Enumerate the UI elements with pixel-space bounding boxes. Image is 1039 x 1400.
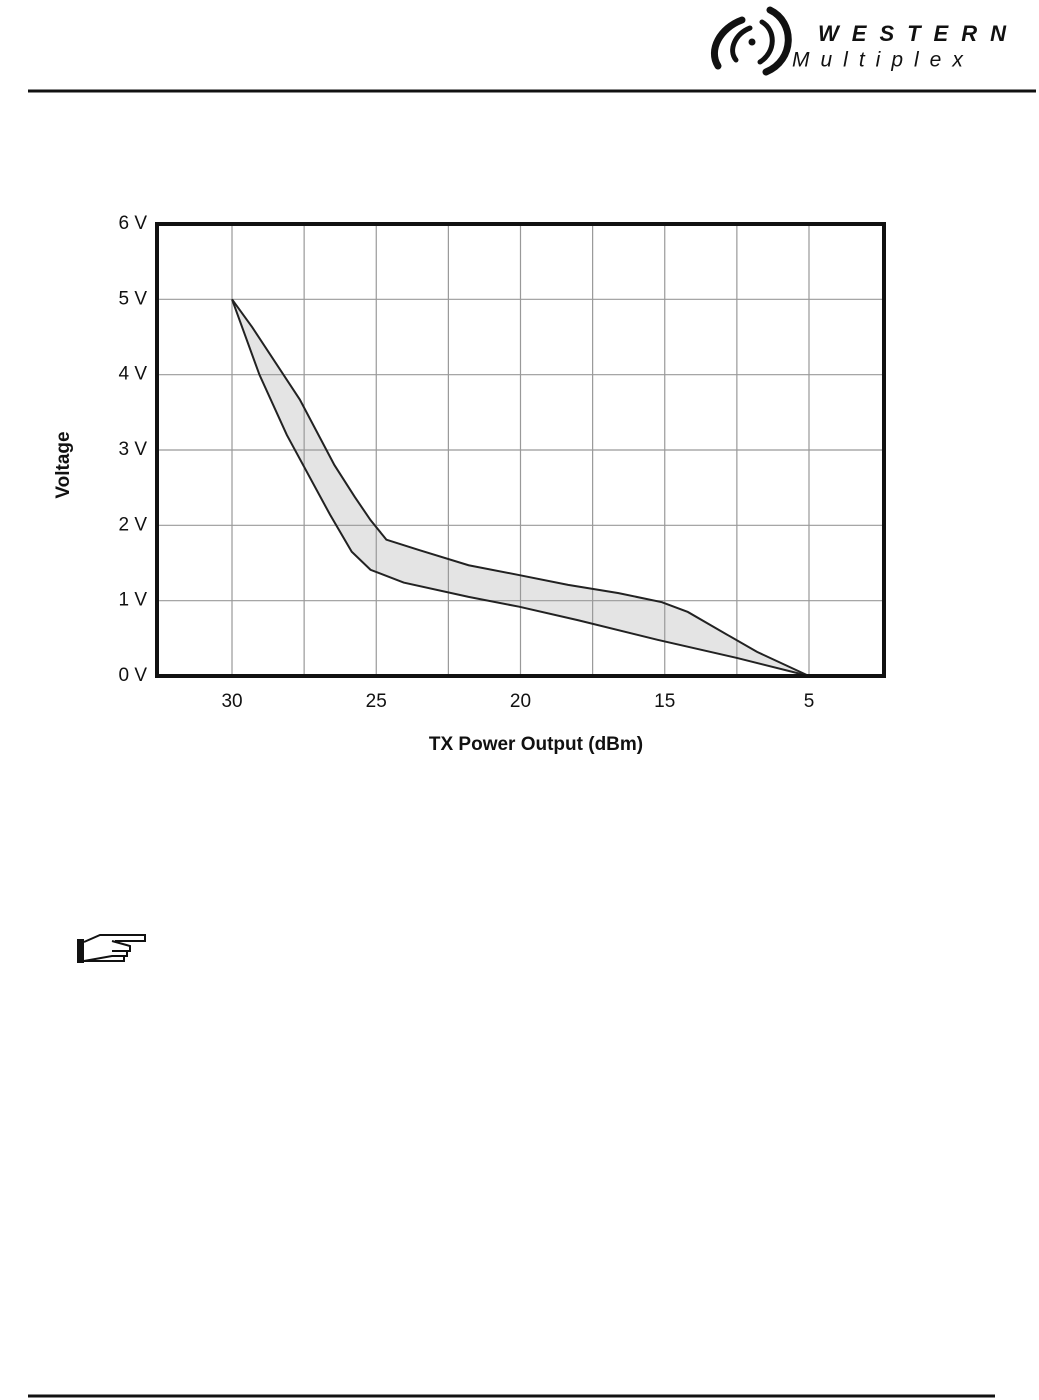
curve	[231, 298, 810, 677]
y-tick-label: 5 V	[118, 288, 147, 309]
hand-icon	[77, 934, 146, 963]
logo-mark	[710, 6, 792, 76]
y-tick-label: 1 V	[118, 590, 147, 611]
sub-brand: Multiplex	[792, 49, 974, 72]
y-tick-label: 0 V	[118, 665, 147, 686]
x-tick-label: 20	[510, 691, 531, 712]
plot-frame	[155, 222, 886, 678]
x-tick-label: 30	[221, 691, 242, 712]
x-axis-title: TX Power Output (dBm)	[429, 734, 643, 755]
brand: WESTERN	[818, 21, 1019, 46]
curve	[231, 298, 810, 677]
y-tick-label: 2 V	[118, 514, 147, 535]
y-axis-title: Voltage	[53, 431, 74, 498]
y-tick-label: 3 V	[118, 439, 147, 460]
x-tick-label: 25	[366, 691, 387, 712]
y-tick-label: 4 V	[118, 364, 147, 385]
x-tick-label: 15	[654, 691, 675, 712]
y-tick-label: 6 V	[118, 213, 147, 234]
x-tick-label: 5	[804, 691, 815, 712]
